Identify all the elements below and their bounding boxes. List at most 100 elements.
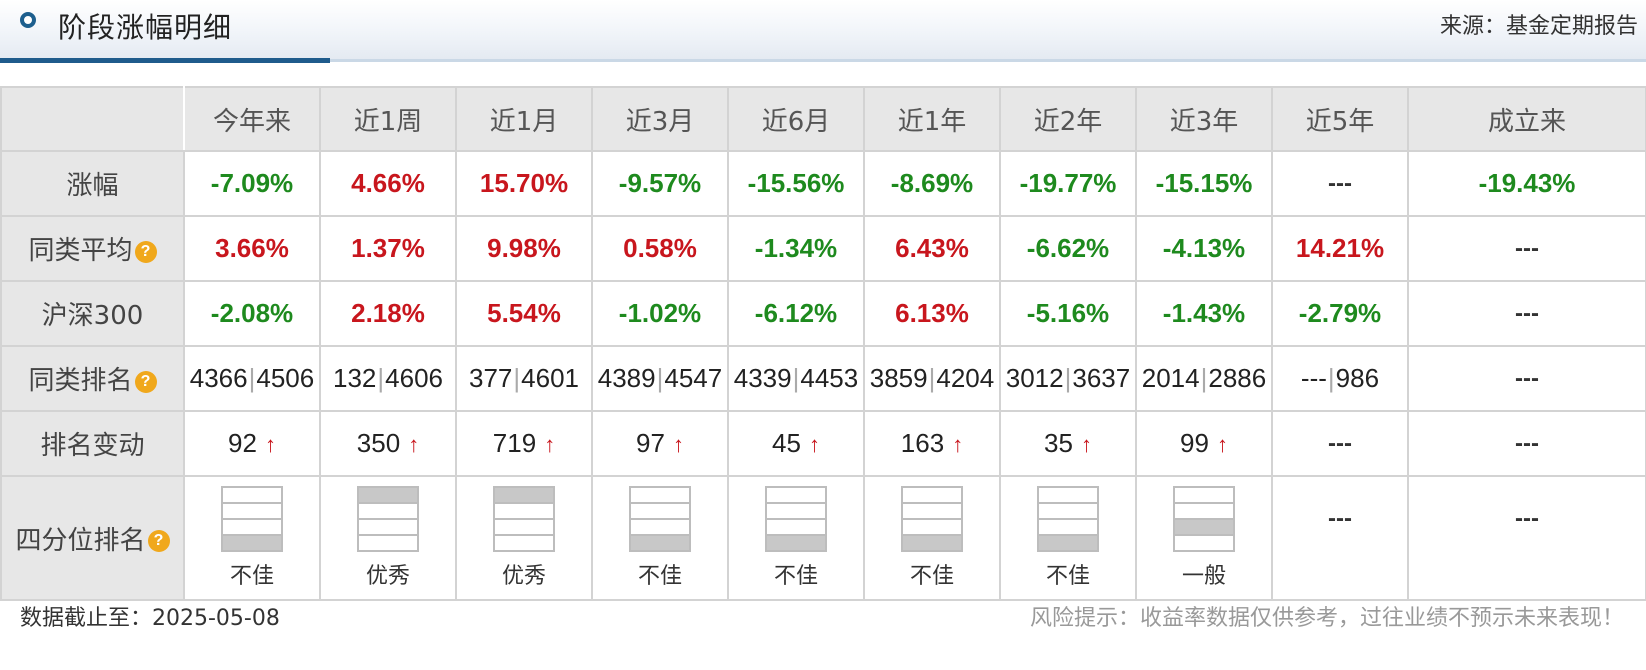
table-cell: 4366|4506 xyxy=(183,345,321,412)
column-header: 近2年 xyxy=(999,86,1137,152)
quartile-segment xyxy=(495,488,553,504)
quartile-label: 不佳 xyxy=(229,564,274,589)
rank-change-number: 99 xyxy=(1180,428,1209,458)
percent-value: -1.34% xyxy=(754,233,838,263)
percent-value: -8.69% xyxy=(890,168,974,198)
rank-change-number: 350 xyxy=(356,428,401,458)
help-icon[interactable]: ? xyxy=(134,240,157,263)
table-cell: --- xyxy=(1407,410,1646,477)
help-icon[interactable]: ? xyxy=(134,370,157,393)
quartile-segment xyxy=(359,536,417,550)
up-arrow-icon: ↑ xyxy=(264,432,276,457)
rank-change-value: 45 ↑ xyxy=(772,428,820,458)
table-cell: --- xyxy=(1271,475,1409,601)
table-cell: 719 ↑ xyxy=(455,410,593,477)
percent-value: -6.12% xyxy=(754,298,838,328)
rank-change-number: 45 xyxy=(772,428,801,458)
rank-separator: | xyxy=(792,363,800,393)
quartile-label: 不佳 xyxy=(637,564,682,589)
quartile-label: 优秀 xyxy=(501,564,546,589)
quartile-label: 不佳 xyxy=(773,564,818,589)
rank-value: 2014|2886 xyxy=(1142,363,1266,393)
column-header: 近5年 xyxy=(1271,86,1409,152)
table-cell: -2.08% xyxy=(183,280,321,347)
table-cell: -19.43% xyxy=(1407,150,1646,217)
quartile-segment xyxy=(903,488,961,504)
rank-position: --- xyxy=(1300,363,1327,393)
column-header: 近1年 xyxy=(863,86,1001,152)
table-cell: 不佳 xyxy=(183,475,321,601)
quartile-segment xyxy=(1039,520,1097,536)
help-icon[interactable]: ? xyxy=(147,530,170,552)
table-cell: 3859|4204 xyxy=(863,345,1001,412)
header-accent-line xyxy=(0,58,330,63)
percent-value: -19.77% xyxy=(1019,168,1117,198)
quartile-segment xyxy=(631,520,689,536)
table-cell: 35 ↑ xyxy=(999,410,1137,477)
table-cell: 不佳 xyxy=(727,475,865,601)
column-header: 近1月 xyxy=(455,86,593,152)
table-cell: -8.69% xyxy=(863,150,1001,217)
quartile-bar-icon xyxy=(901,486,963,552)
table-cell: -4.13% xyxy=(1135,215,1273,282)
rank-value: 3012|3637 xyxy=(1006,363,1130,393)
table-cell: 377|4601 xyxy=(455,345,593,412)
table-cell: -6.12% xyxy=(727,280,865,347)
empty-value: --- xyxy=(1328,505,1352,532)
rank-value: 4339|4453 xyxy=(734,363,858,393)
quartile-segment xyxy=(495,520,553,536)
percent-value: --- xyxy=(1515,299,1539,327)
row-label-csi300: 沪深300 xyxy=(0,280,185,347)
up-arrow-icon: ↑ xyxy=(672,432,684,457)
column-header: 今年来 xyxy=(183,86,321,152)
table-cell: 2.18% xyxy=(319,280,457,347)
table-cell: 4339|4453 xyxy=(727,345,865,412)
rank-change-number: 719 xyxy=(492,428,537,458)
table-cell: --- xyxy=(1407,280,1646,347)
percent-value: -4.13% xyxy=(1162,233,1246,263)
column-header: 成立来 xyxy=(1407,86,1646,152)
percent-value: -15.56% xyxy=(747,168,845,198)
table-cell: --- xyxy=(1271,410,1409,477)
table-row-return: 涨幅 -7.09% 4.66% 15.70% -9.57% -15.56% -8.69% -1… xyxy=(0,150,1646,217)
percent-value: 3.66% xyxy=(215,233,289,263)
table-cell: 3.66% xyxy=(183,215,321,282)
percent-value: 9.98% xyxy=(487,233,561,263)
rank-position: 4339 xyxy=(733,363,792,393)
column-header: 近6月 xyxy=(727,86,865,152)
quartile-segment xyxy=(1175,536,1233,550)
up-arrow-icon: ↑ xyxy=(952,432,964,457)
rank-change-value: 35 ↑ xyxy=(1044,428,1092,458)
table-row-peer_rank: 同类排名? 4366|4506 132|4606 377|4601 4389|4547 4… xyxy=(0,345,1646,412)
percent-value: -9.57% xyxy=(618,168,702,198)
table-cell: 4.66% xyxy=(319,150,457,217)
header-divider-line xyxy=(330,59,1646,62)
rank-change-value: 99 ↑ xyxy=(1180,428,1228,458)
row-label-peer_avg: 同类平均? xyxy=(0,215,185,282)
table-cell: 45 ↑ xyxy=(727,410,865,477)
quartile-segment xyxy=(767,504,825,520)
risk-disclaimer: 风险提示：收益率数据仅供参考，过往业绩不预示未来表现！ xyxy=(1029,606,1624,631)
row-label-peer_rank: 同类排名? xyxy=(0,345,185,412)
table-cell: 163 ↑ xyxy=(863,410,1001,477)
percent-value: -2.08% xyxy=(210,298,294,328)
rank-position: 4366 xyxy=(189,363,248,393)
percent-value: -15.15% xyxy=(1155,168,1253,198)
table-cell: 不佳 xyxy=(999,475,1137,601)
rank-value: 4389|4547 xyxy=(598,363,722,393)
quartile-label: 一般 xyxy=(1181,564,1226,589)
row-label-text: 四分位排名 xyxy=(15,525,146,556)
rank-separator: | xyxy=(248,363,256,393)
percent-value: --- xyxy=(1515,234,1539,262)
quartile-segment xyxy=(1039,536,1097,550)
percent-value: 0.58% xyxy=(623,233,697,263)
rank-change-value: 92 ↑ xyxy=(228,428,276,458)
data-cutoff-date: 数据截止至：2025-05-08 xyxy=(20,606,280,631)
table-cell: --- xyxy=(1407,475,1646,601)
percent-value: 5.54% xyxy=(487,298,561,328)
row-label-text: 同类平均 xyxy=(28,236,133,266)
rank-position: 4389 xyxy=(597,363,656,393)
quartile-segment xyxy=(1175,520,1233,536)
quartile-label: 优秀 xyxy=(365,564,410,589)
quartile-bar-icon xyxy=(357,486,419,552)
